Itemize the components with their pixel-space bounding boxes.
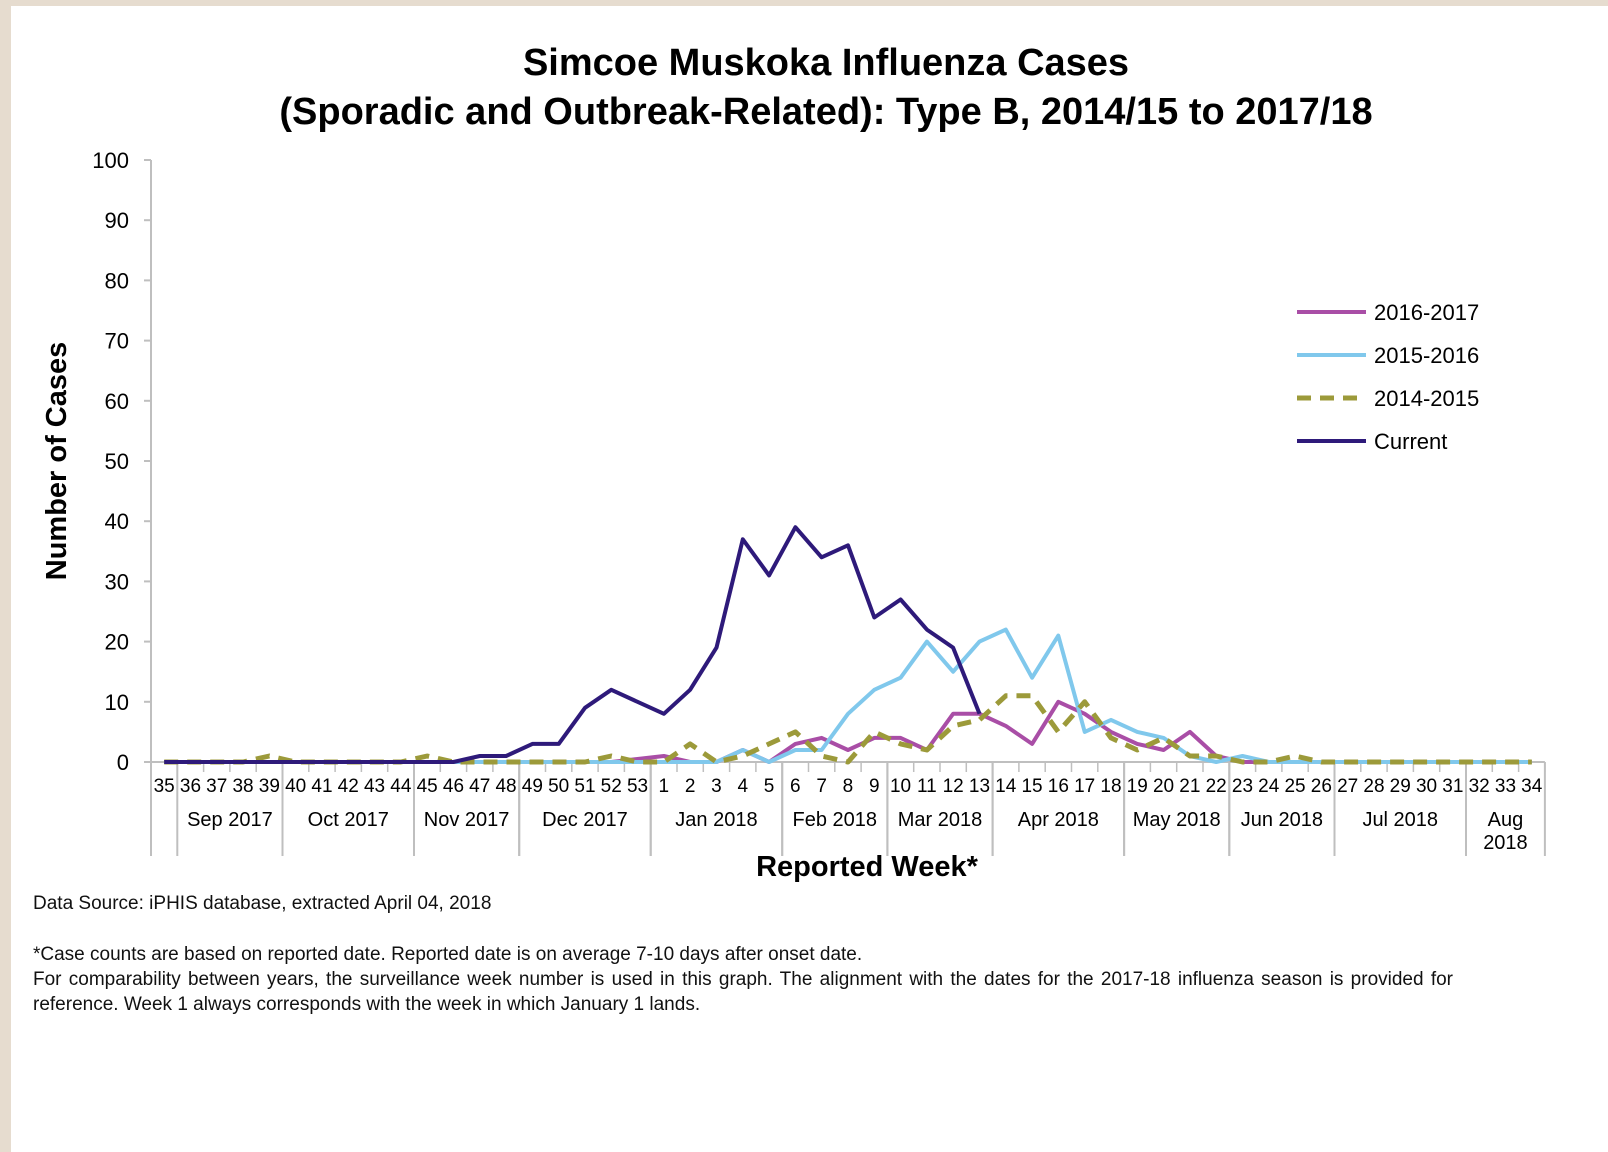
legend-label: 2014-2015: [1374, 386, 1479, 411]
x-tick-label: 11: [917, 776, 937, 797]
x-tick-label: 16: [1048, 776, 1069, 797]
x-tick-label: 3: [711, 776, 722, 797]
x-tick-label: 43: [364, 776, 385, 797]
x-tick-label: 47: [469, 776, 490, 797]
series-line: [164, 525, 982, 764]
y-tick-label: 20: [105, 630, 129, 655]
month-label: Sep 2017: [187, 809, 273, 831]
series-line: [164, 693, 1532, 765]
x-tick-label: 13: [969, 776, 990, 797]
x-tick-label: 8: [843, 776, 854, 797]
x-tick-label: 39: [259, 776, 280, 797]
x-tick-label: 15: [1021, 776, 1042, 797]
month-label: Jan 2018: [675, 809, 758, 831]
x-tick-label: 36: [180, 776, 201, 797]
chart-title: (Sporadic and Outbreak-Related): Type B,…: [279, 91, 1372, 133]
y-tick-label: 80: [105, 268, 129, 293]
x-tick-label: 31: [1442, 776, 1463, 797]
x-tick-label: 42: [338, 776, 359, 797]
x-tick-label: 2: [685, 776, 696, 797]
x-tick-label: 37: [206, 776, 227, 797]
month-label: Nov 2017: [423, 809, 510, 831]
y-tick-label: 10: [105, 690, 129, 715]
x-tick-label: 33: [1495, 776, 1516, 797]
legend-label: 2016-2017: [1374, 300, 1479, 325]
x-tick-label: 48: [495, 776, 516, 797]
x-tick-label: 9: [869, 776, 880, 797]
x-tick-label: 41: [311, 776, 332, 797]
month-label: Jun 2018: [1240, 809, 1324, 831]
legend-label: 2015-2016: [1374, 343, 1479, 368]
x-tick-label: 29: [1390, 776, 1411, 797]
y-tick-label: 0: [117, 750, 129, 775]
series-line: [164, 627, 1532, 764]
data-source: Data Source: iPHIS database, extracted A…: [33, 893, 492, 914]
x-tick-label: 30: [1416, 776, 1437, 797]
month-label: Apr 2018: [1017, 809, 1099, 831]
x-tick-label: 34: [1521, 776, 1543, 797]
x-tick-label: 18: [1100, 776, 1121, 797]
x-tick-label: 23: [1232, 776, 1253, 797]
x-tick-label: 45: [417, 776, 438, 797]
month-label: Mar 2018: [897, 809, 983, 831]
notes: *Case counts are based on reported date.…: [33, 942, 1453, 1017]
x-tick-label: 52: [601, 776, 622, 797]
y-tick-label: 60: [105, 389, 129, 414]
x-tick-label: 40: [285, 776, 306, 797]
x-tick-label: 51: [574, 776, 595, 797]
x-tick-label: 22: [1206, 776, 1227, 797]
month-label: Aug 2018: [1483, 809, 1528, 854]
x-tick-label: 32: [1469, 776, 1490, 797]
y-tick-label: 100: [92, 148, 129, 173]
x-tick-label: 28: [1363, 776, 1384, 797]
x-tick-label: 20: [1153, 776, 1174, 797]
x-tick-label: 4: [737, 776, 748, 797]
month-label: Oct 2017: [307, 809, 389, 831]
x-tick-label: 38: [232, 776, 253, 797]
y-tick-label: 30: [105, 569, 129, 594]
y-tick-label: 90: [105, 208, 129, 233]
series-line: [164, 699, 1532, 764]
note: *Case counts are based on reported date.…: [33, 944, 863, 965]
x-tick-label: 10: [890, 776, 911, 797]
x-tick-label: 53: [627, 776, 648, 797]
month-label: May 2018: [1132, 809, 1221, 831]
y-tick-label: 40: [105, 509, 129, 534]
x-tick-label: 35: [154, 776, 175, 797]
x-tick-label: 44: [390, 776, 412, 797]
x-tick-label: 27: [1337, 776, 1358, 797]
month-label: Jul 2018: [1362, 809, 1439, 831]
x-tick-label: 5: [764, 776, 775, 797]
x-tick-label: 49: [522, 776, 543, 797]
x-tick-label: 6: [790, 776, 801, 797]
month-label: Dec 2017: [542, 809, 628, 831]
x-tick-label: 25: [1284, 776, 1305, 797]
x-tick-label: 14: [995, 776, 1017, 797]
note: For comparability between years, the sur…: [33, 969, 1453, 1015]
x-tick-label: 26: [1311, 776, 1332, 797]
legend-label: Current: [1374, 429, 1447, 454]
chart-title: Simcoe Muskoka Influenza Cases: [523, 42, 1129, 84]
x-tick-label: 19: [1127, 776, 1148, 797]
y-tick-label: 50: [105, 449, 129, 474]
x-tick-label: 17: [1074, 776, 1095, 797]
y-axis-label: Number of Cases: [41, 342, 73, 581]
x-tick-label: 21: [1179, 776, 1200, 797]
x-tick-label: 24: [1258, 776, 1280, 797]
x-tick-label: 7: [816, 776, 827, 797]
x-tick-label: 50: [548, 776, 569, 797]
y-tick-label: 70: [105, 329, 129, 354]
x-tick-label: 1: [659, 776, 670, 797]
x-axis-label: Reported Week*: [756, 851, 979, 883]
x-tick-label: 46: [443, 776, 464, 797]
panel: [11, 6, 1608, 1152]
month-label: Feb 2018: [792, 809, 878, 831]
x-tick-label: 12: [943, 776, 964, 797]
